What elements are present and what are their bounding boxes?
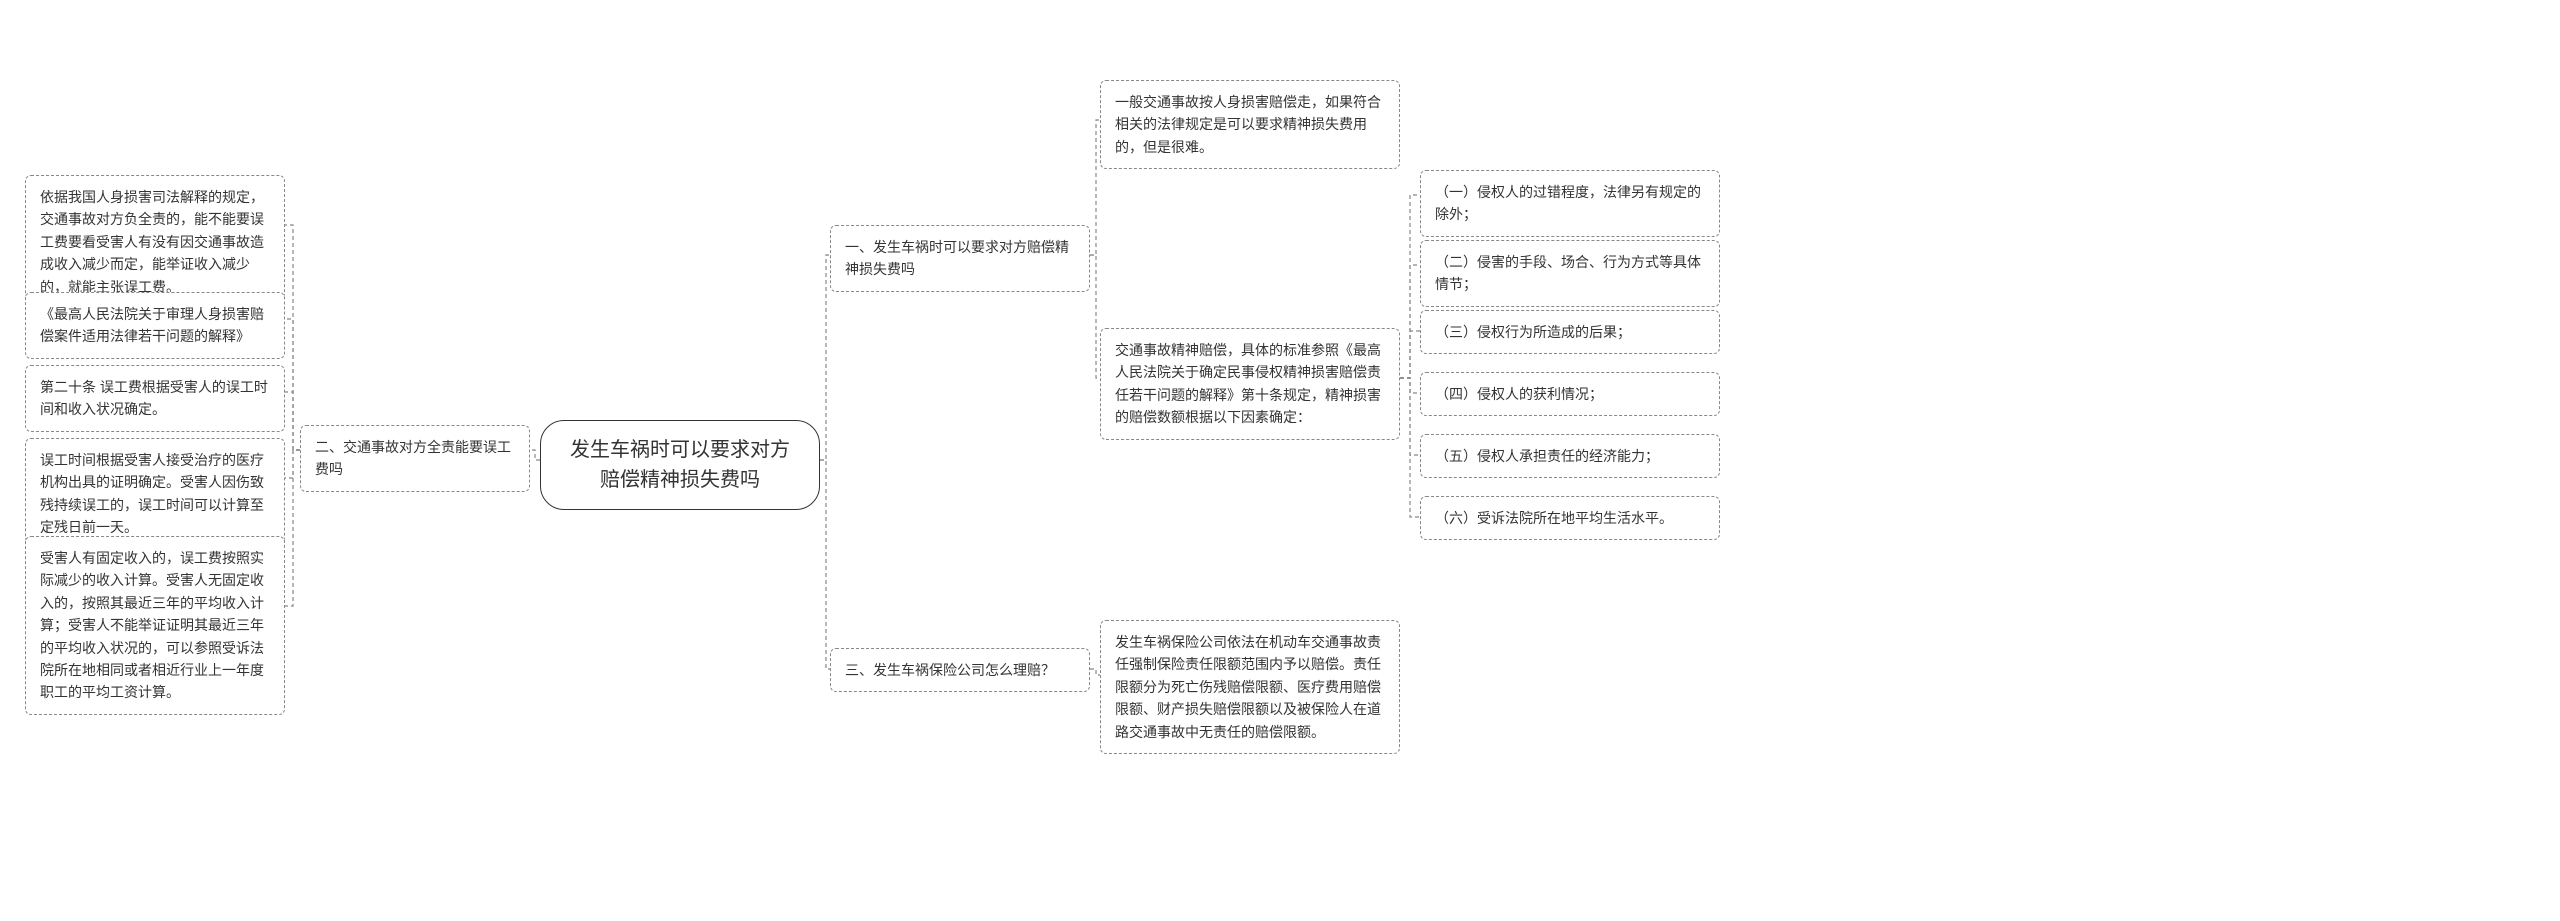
branch2-detail-1: 依据我国人身损害司法解释的规定，交通事故对方负全责的，能不能要误工费要看受害人有…	[25, 175, 285, 309]
factor-5: （五）侵权人承担责任的经济能力；	[1420, 434, 1720, 478]
branch2-detail-3: 第二十条 误工费根据受害人的误工时间和收入状况确定。	[25, 365, 285, 432]
factor-2-text: （二）侵害的手段、场合、行为方式等具体情节；	[1435, 254, 1701, 292]
factor-3-text: （三）侵权行为所造成的后果；	[1435, 324, 1631, 340]
branch2-title: 二、交通事故对方全责能要误工费吗	[300, 425, 530, 492]
branch2-detail-3-text: 第二十条 误工费根据受害人的误工时间和收入状况确定。	[40, 379, 268, 417]
factor-1: （一）侵权人的过错程度，法律另有规定的除外；	[1420, 170, 1720, 237]
branch1-sub-b-text: 交通事故精神赔偿，具体的标准参照《最高人民法院关于确定民事侵权精神损害赔偿责任若…	[1115, 342, 1381, 425]
factor-4-text: （四）侵权人的获利情况；	[1435, 386, 1603, 402]
branch1-title-text: 一、发生车祸时可以要求对方赔偿精神损失费吗	[845, 239, 1069, 277]
branch2-detail-5: 受害人有固定收入的，误工费按照实际减少的收入计算。受害人无固定收入的，按照其最近…	[25, 536, 285, 715]
branch1-sub-a-text: 一般交通事故按人身损害赔偿走，如果符合相关的法律规定是可以要求精神损失费用的，但…	[1115, 94, 1381, 155]
branch1-sub-b: 交通事故精神赔偿，具体的标准参照《最高人民法院关于确定民事侵权精神损害赔偿责任若…	[1100, 328, 1400, 440]
factor-6: （六）受诉法院所在地平均生活水平。	[1420, 496, 1720, 540]
branch3-detail-text: 发生车祸保险公司依法在机动车交通事故责任强制保险责任限额范围内予以赔偿。责任限额…	[1115, 634, 1381, 740]
factor-2: （二）侵害的手段、场合、行为方式等具体情节；	[1420, 240, 1720, 307]
branch2-detail-2: 《最高人民法院关于审理人身损害赔偿案件适用法律若干问题的解释》	[25, 292, 285, 359]
factor-4: （四）侵权人的获利情况；	[1420, 372, 1720, 416]
factor-1-text: （一）侵权人的过错程度，法律另有规定的除外；	[1435, 184, 1701, 222]
branch2-detail-2-text: 《最高人民法院关于审理人身损害赔偿案件适用法律若干问题的解释》	[40, 306, 264, 344]
root-text: 发生车祸时可以要求对方赔偿精神损失费吗	[570, 439, 790, 491]
branch3-title-text: 三、发生车祸保险公司怎么理赔？	[845, 662, 1055, 678]
factor-6-text: （六）受诉法院所在地平均生活水平。	[1435, 510, 1673, 526]
branch3-detail: 发生车祸保险公司依法在机动车交通事故责任强制保险责任限额范围内予以赔偿。责任限额…	[1100, 620, 1400, 754]
branch3-title: 三、发生车祸保险公司怎么理赔？	[830, 648, 1090, 692]
branch1-sub-a: 一般交通事故按人身损害赔偿走，如果符合相关的法律规定是可以要求精神损失费用的，但…	[1100, 80, 1400, 169]
factor-3: （三）侵权行为所造成的后果；	[1420, 310, 1720, 354]
branch2-detail-1-text: 依据我国人身损害司法解释的规定，交通事故对方负全责的，能不能要误工费要看受害人有…	[40, 189, 264, 295]
branch1-title: 一、发生车祸时可以要求对方赔偿精神损失费吗	[830, 225, 1090, 292]
root-node: 发生车祸时可以要求对方赔偿精神损失费吗	[540, 420, 820, 510]
branch2-title-text: 二、交通事故对方全责能要误工费吗	[315, 439, 511, 477]
branch2-detail-4: 误工时间根据受害人接受治疗的医疗机构出具的证明确定。受害人因伤致残持续误工的，误…	[25, 438, 285, 550]
branch2-detail-4-text: 误工时间根据受害人接受治疗的医疗机构出具的证明确定。受害人因伤致残持续误工的，误…	[40, 452, 264, 535]
branch2-detail-5-text: 受害人有固定收入的，误工费按照实际减少的收入计算。受害人无固定收入的，按照其最近…	[40, 550, 264, 700]
factor-5-text: （五）侵权人承担责任的经济能力；	[1435, 448, 1659, 464]
